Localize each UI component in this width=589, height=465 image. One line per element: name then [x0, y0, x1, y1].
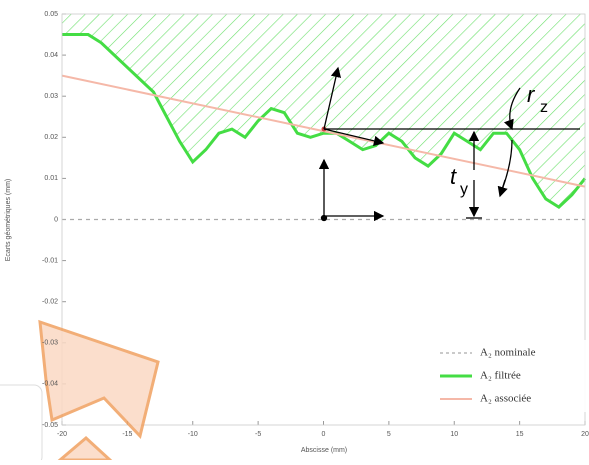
arrow [323, 128, 385, 146]
x-tick-label: 15 [516, 431, 524, 438]
annotation-frames [318, 66, 580, 222]
y-tick-label: 0.02 [44, 134, 58, 141]
annotation-text: t [450, 164, 457, 189]
x-tick-label: 20 [581, 431, 589, 438]
origin-dot [320, 214, 328, 222]
x-tick-label: 5 [387, 431, 391, 438]
arc [499, 139, 513, 196]
legend-label: A₂ associée [480, 393, 531, 405]
x-tick-label: 0 [322, 431, 326, 438]
y-tick-label: -0.04 [42, 381, 58, 388]
x-tick-label: -5 [255, 431, 261, 438]
y-tick-label: -0.01 [42, 257, 58, 264]
orange-arrow [38, 319, 160, 440]
series-line [62, 33, 587, 210]
x-tick-label: 10 [450, 431, 458, 438]
y-tick-label: -0.02 [42, 299, 58, 306]
y-tick-label: 0 [54, 216, 58, 223]
annotation-text: r [527, 82, 536, 107]
y-tick-label: 0.05 [44, 11, 58, 18]
arrow [503, 87, 521, 131]
y-axis-label: Ecarts géométriques (mm) [5, 179, 12, 261]
legend-label: A₂ nominale [480, 347, 536, 359]
plot-frame [61, 13, 586, 426]
y-tick-label: -0.05 [42, 422, 58, 429]
arrow [497, 179, 508, 198]
x-axis-label: Abscisse (mm) [301, 447, 347, 454]
x-tick-label: -10 [188, 431, 198, 438]
y-tick-label: -0.03 [42, 340, 58, 347]
panel [0, 384, 43, 465]
x-tick-label: -20 [57, 431, 67, 438]
tolerance-zone [62, 14, 585, 208]
decoration [0, 319, 160, 465]
x-tick-label: -15 [122, 431, 132, 438]
orange-arrow [55, 436, 114, 462]
legend-label: A₂ filtrée [480, 370, 521, 382]
y-tick-label: 0.03 [44, 93, 58, 100]
y-tick-label: 0.01 [44, 175, 58, 182]
annotation-sub: y [460, 181, 468, 198]
y-tick-label: 0.04 [44, 52, 58, 59]
annotation-sub: z [540, 99, 548, 116]
arrow [323, 66, 342, 130]
